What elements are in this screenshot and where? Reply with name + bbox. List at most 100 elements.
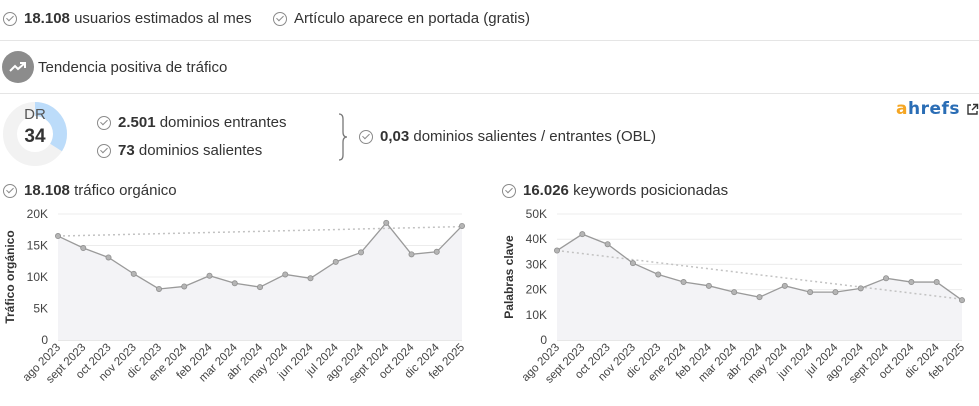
- divider: [0, 40, 979, 41]
- brace-icon: [338, 113, 348, 161]
- data-point: [554, 247, 561, 254]
- x-tick-label: nov 2023: [97, 342, 139, 384]
- check-icon: [97, 143, 111, 158]
- dr-label: DR: [24, 106, 46, 123]
- traffic-chart-header: 18.108 tráfico orgánico: [3, 182, 177, 199]
- y-tick-label: 0: [41, 333, 48, 347]
- data-point: [433, 248, 440, 255]
- check-icon: [3, 11, 17, 26]
- series-area: [58, 222, 462, 340]
- data-point: [832, 289, 839, 296]
- x-tick-label: ago 2024: [823, 341, 866, 384]
- y-tick-label: 30K: [526, 257, 547, 271]
- y-tick-label: 20K: [27, 207, 48, 221]
- data-point: [181, 283, 188, 290]
- users-stat: 18.108 usuarios estimados al mes: [3, 10, 252, 27]
- series-line: [556, 233, 963, 301]
- linked-domains-stat: 73 dominios salientes: [97, 142, 262, 159]
- data-point: [731, 289, 738, 296]
- x-tick-label: may 2024: [246, 341, 291, 386]
- x-tick-label: ene 2024: [646, 341, 689, 384]
- x-tick-label: oct 2023: [74, 342, 114, 382]
- x-tick-label: oct 2024: [877, 341, 917, 381]
- trend-line: [556, 249, 963, 300]
- x-tick-label: jun 2024: [275, 341, 316, 382]
- data-point: [807, 289, 814, 296]
- data-point: [155, 285, 162, 292]
- brand-a: a: [896, 99, 908, 119]
- x-tick-label: sept 2024: [347, 341, 392, 386]
- x-tick-label: dic 2023: [624, 342, 663, 381]
- x-tick-label: jun 2024: [775, 341, 816, 382]
- x-tick-label: ene 2024: [147, 341, 190, 384]
- x-tick-label: mar 2024: [696, 341, 739, 384]
- traffic-label: tráfico orgánico: [74, 182, 177, 199]
- x-tick-label: feb 2024: [674, 341, 715, 382]
- data-point: [80, 245, 87, 252]
- data-point: [458, 222, 465, 229]
- frontpage-stat: Artículo aparece en portada (gratis): [273, 10, 530, 27]
- y-tick-label: 50K: [526, 207, 547, 221]
- data-point: [604, 241, 611, 248]
- y-tick-label: 0: [540, 333, 547, 347]
- data-point: [781, 282, 788, 289]
- x-tick-label: ago 2023: [21, 342, 63, 384]
- data-point: [332, 258, 339, 265]
- dr-value: 34: [24, 126, 46, 147]
- data-point: [130, 270, 137, 277]
- obl-value: 0,03: [380, 128, 410, 145]
- data-point: [756, 294, 763, 301]
- users-value: 18.108: [24, 10, 70, 27]
- referring-value: 2.501: [118, 114, 156, 131]
- x-tick-label: sept 2023: [543, 342, 587, 386]
- check-icon: [359, 129, 373, 144]
- x-tick-label: feb 2025: [927, 342, 967, 382]
- data-point: [579, 231, 586, 238]
- data-point: [933, 279, 940, 286]
- data-point: [55, 233, 62, 240]
- y-tick-label: 40K: [526, 232, 547, 246]
- ahrefs-link[interactable]: a hrefs: [896, 99, 979, 119]
- x-tick-label: may 2024: [746, 341, 791, 386]
- y-tick-label: 5K: [33, 302, 48, 316]
- data-point: [655, 271, 662, 278]
- data-point: [857, 285, 864, 292]
- keywords-chart-header: 16.026 keywords posicionadas: [502, 182, 728, 199]
- linked-label: dominios salientes: [138, 142, 263, 159]
- data-point: [908, 279, 915, 286]
- keywords-label: keywords posicionadas: [573, 182, 729, 199]
- x-tick-label: abr 2024: [724, 341, 765, 382]
- data-point: [883, 275, 890, 282]
- data-point: [408, 251, 415, 258]
- data-point: [383, 219, 390, 226]
- x-tick-label: sept 2024: [847, 341, 892, 386]
- trend-line: [57, 225, 463, 237]
- divider: [0, 93, 979, 94]
- data-point: [357, 249, 364, 256]
- data-point: [705, 282, 712, 289]
- y-axis-label: Palabras clave: [502, 235, 516, 319]
- x-tick-label: ago 2023: [520, 342, 562, 384]
- external-link-icon: [967, 103, 979, 115]
- data-point: [629, 260, 636, 267]
- y-tick-label: 10K: [526, 308, 547, 322]
- data-point: [105, 254, 112, 261]
- users-label: usuarios estimados al mes: [74, 10, 252, 27]
- data-point: [231, 280, 238, 287]
- brand-rest: hrefs: [907, 99, 961, 119]
- dr-arc: [3, 102, 67, 166]
- trend-stat: Tendencia positiva de tráfico: [2, 51, 227, 83]
- linked-value: 73: [118, 142, 135, 159]
- data-point: [959, 297, 966, 304]
- x-tick-label: abr 2024: [225, 341, 266, 382]
- series-line: [57, 221, 463, 290]
- traffic-value: 18.108: [24, 182, 70, 199]
- data-point: [206, 272, 213, 279]
- check-icon: [97, 115, 111, 130]
- x-tick-label: feb 2024: [174, 341, 215, 382]
- data-point: [307, 275, 314, 282]
- x-tick-label: ago 2024: [324, 341, 367, 384]
- x-tick-label: oct 2023: [573, 342, 613, 382]
- data-point: [680, 279, 687, 286]
- x-tick-label: mar 2024: [197, 341, 240, 384]
